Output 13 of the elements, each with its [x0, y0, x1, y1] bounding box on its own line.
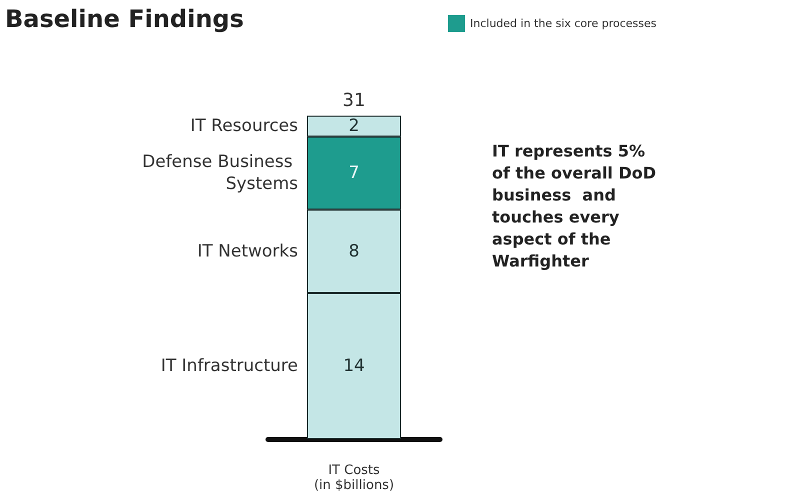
series-label: IT Resources [190, 116, 298, 136]
data-label: 14 [343, 356, 365, 376]
series-label: Defense Business Systems [142, 152, 298, 194]
x-axis-title: IT Costs (in $billions) [314, 463, 394, 493]
text: IT represents 5% of the overall DoD business and touches every aspect of the Warfighter [492, 142, 662, 270]
series-label: IT Infrastructure [160, 356, 298, 376]
total-label: 31 [342, 90, 366, 112]
data-label: 2 [348, 116, 360, 136]
data-label: 7 [348, 163, 360, 184]
data-label: 8 [348, 241, 360, 262]
chart-title: Baseline Findings [5, 5, 244, 33]
series-label: IT Networks [197, 241, 298, 262]
text: Included in the six core processes [470, 17, 657, 30]
